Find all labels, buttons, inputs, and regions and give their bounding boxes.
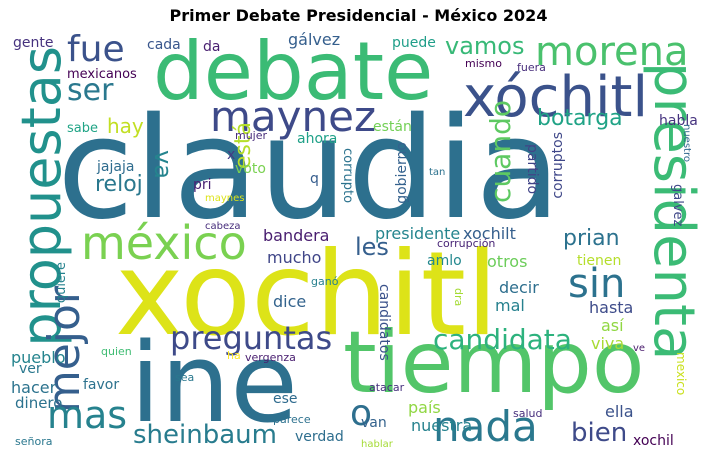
cloud-word: ve: [633, 343, 646, 354]
cloud-word: hay: [107, 114, 144, 138]
cloud-word: verdad: [295, 429, 344, 445]
cloud-word: mujer: [235, 129, 268, 142]
cloud-word: xochil: [633, 433, 674, 449]
cloud-word: corrupción: [437, 237, 496, 250]
word-cloud: claudia xochitl debate ine tiempo xóchitl more…: [5, 32, 712, 454]
cloud-word: así: [601, 316, 624, 335]
cloud-word: gobierno: [394, 142, 410, 204]
cloud-word: vamos: [445, 32, 525, 60]
cloud-word: amlo: [427, 253, 462, 269]
cloud-word: sea: [175, 371, 195, 384]
cloud-word: galvez: [670, 184, 685, 227]
cloud-word: atacar: [369, 381, 405, 394]
cloud-word: sheinbaum: [133, 420, 277, 450]
cloud-word: bandera: [263, 226, 330, 245]
cloud-word: mismo: [465, 57, 502, 70]
cloud-word: fue: [67, 32, 125, 70]
cloud-word: tienen: [577, 253, 622, 269]
cloud-word: ganó: [311, 275, 339, 288]
cloud-word: ese: [273, 391, 298, 407]
cloud-word: fuera: [517, 61, 546, 74]
cloud-word: nada: [433, 402, 538, 451]
cloud-word: sin: [568, 261, 626, 307]
cloud-word: decir: [499, 278, 539, 297]
cloud-word: quiere: [54, 262, 69, 304]
cloud-word: cada: [147, 37, 181, 53]
cloud-word: quien: [101, 345, 132, 358]
cloud-word: nuestra: [411, 416, 473, 435]
cloud-word: mucho: [267, 248, 322, 267]
cloud-word: jajaja: [97, 159, 135, 175]
cloud-word: botarga: [537, 106, 623, 131]
cloud-word: mexicanos: [67, 67, 137, 82]
cloud-word: candidatos: [376, 284, 392, 361]
cloud-word: vergenza: [245, 351, 296, 364]
cloud-word: corrupto: [340, 148, 355, 204]
cloud-word: tiempo: [343, 313, 645, 413]
cloud-word: otros: [487, 252, 528, 271]
cloud-word: ha: [227, 349, 241, 362]
cloud-word: maynes: [205, 193, 245, 204]
cloud-word: pueblo: [11, 348, 66, 367]
cloud-word: hablar: [361, 439, 393, 450]
cloud-word: gente: [13, 35, 54, 51]
cloud-word: ella: [605, 402, 634, 421]
cloud-word: favor: [83, 377, 120, 393]
cloud-word: sabe: [67, 121, 98, 136]
cloud-word: méxico: [81, 216, 247, 270]
cloud-word: tan: [429, 167, 446, 178]
chart-title: Primer Debate Presidencial - México 2024: [169, 6, 548, 25]
cloud-word: habla: [659, 113, 698, 129]
cloud-word: dinero: [15, 394, 63, 412]
cloud-word: ahora: [297, 131, 338, 147]
cloud-word: van: [361, 415, 387, 431]
cloud-word: debate: [153, 32, 434, 118]
cloud-word: partido: [524, 144, 540, 195]
cloud-word: corruptos: [550, 132, 566, 199]
cloud-word: salud: [513, 407, 543, 420]
cloud-word: x: [227, 147, 236, 163]
cloud-word: bien: [571, 418, 628, 448]
cloud-word: hasta: [589, 298, 634, 317]
cloud-word: q: [310, 171, 319, 187]
cloud-word: les: [355, 233, 389, 261]
cloud-word: pri: [193, 177, 212, 193]
cloud-word: presidente: [375, 224, 461, 243]
cloud-word: maynez: [210, 92, 377, 141]
cloud-word: va: [149, 150, 177, 179]
cloud-word: xochilt: [463, 224, 516, 243]
cloud-word: mal: [495, 296, 525, 315]
cloud-word: reloj: [95, 172, 143, 197]
cloud-word: xóchitl: [463, 65, 649, 130]
cloud-word: nuestro: [681, 124, 692, 162]
cloud-word: cuando: [484, 100, 517, 203]
cloud-word: preguntas: [170, 319, 333, 357]
cloud-word: están: [373, 119, 412, 135]
cloud-word: mexico: [674, 352, 688, 396]
cloud-word: claudia: [57, 88, 561, 251]
cloud-word: dice: [273, 292, 307, 311]
cloud-word: gálvez: [288, 32, 341, 49]
cloud-word: parece: [273, 413, 311, 426]
cloud-word: da: [203, 39, 221, 55]
cloud-word: puede: [392, 35, 436, 51]
cloud-word: señora: [15, 435, 53, 448]
cloud-word: prian: [563, 226, 620, 251]
cloud-word: hacer: [11, 378, 57, 397]
cloud-word: dra: [452, 288, 465, 307]
cloud-word: mas: [47, 393, 128, 437]
cloud-word: ser: [67, 73, 114, 108]
cloud-word: xochitl: [115, 227, 499, 362]
cloud-word: ine: [130, 319, 298, 447]
cloud-word: candidata: [433, 323, 572, 356]
cloud-word: cabeza: [205, 221, 241, 232]
cloud-word: morena: [535, 32, 689, 75]
cloud-word: ver: [19, 361, 42, 377]
cloud-word: viva: [591, 334, 625, 353]
cloud-word: voto: [235, 161, 266, 177]
cloud-word: o: [350, 393, 373, 434]
cloud-word: país: [408, 398, 441, 417]
